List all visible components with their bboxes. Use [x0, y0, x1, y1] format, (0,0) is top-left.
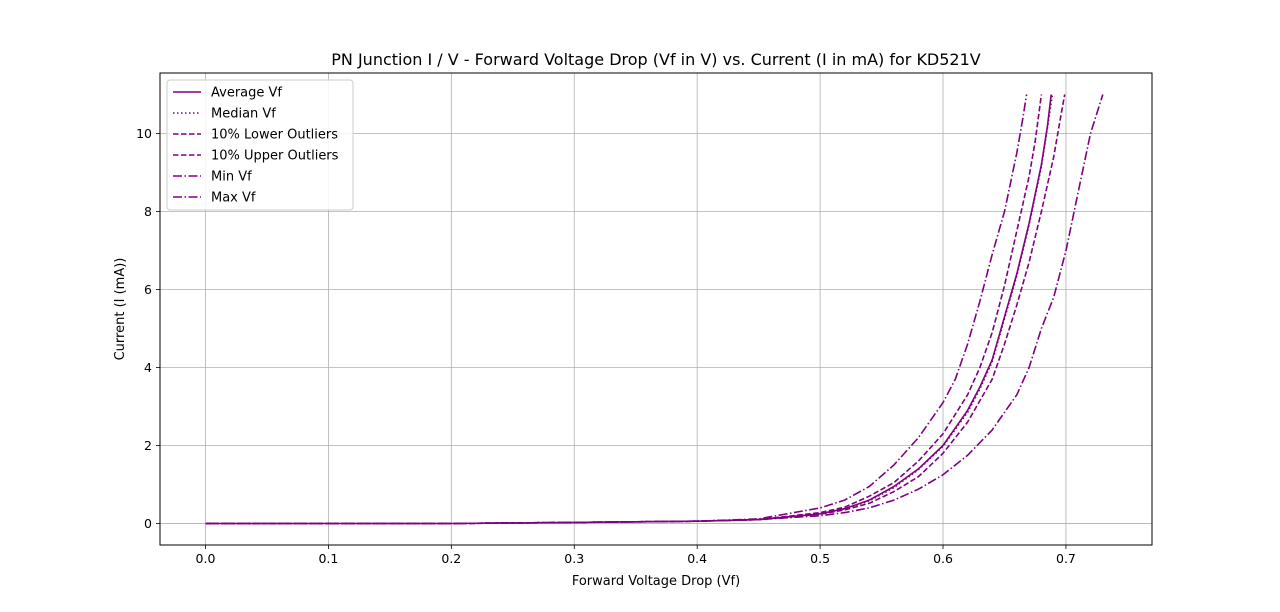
x-tick-label: 0.3 — [564, 551, 584, 566]
legend-label-max-vf: Max Vf — [211, 191, 256, 206]
x-tick-label: 0.0 — [196, 551, 216, 566]
y-tick-label: 2 — [144, 438, 152, 453]
series-line-max-vf — [205, 94, 1104, 525]
x-axis-label: Forward Voltage Drop (Vf) — [572, 574, 740, 589]
x-tick-label: 0.1 — [318, 551, 338, 566]
legend-label-average-vf: Average Vf — [211, 86, 282, 101]
chart-title: PN Junction I / V - Forward Voltage Drop… — [331, 50, 981, 69]
y-axis-ticks: 0 2 4 6 8 10 — [136, 126, 160, 531]
legend-label-min-vf: Min Vf — [211, 170, 252, 185]
y-tick-label: 8 — [144, 204, 152, 219]
y-tick-label: 0 — [144, 516, 152, 531]
series-line-median-vf — [205, 94, 1054, 525]
legend-box — [166, 79, 354, 211]
legend-label-median-vf: Median Vf — [211, 107, 276, 122]
x-tick-label: 0.6 — [933, 551, 953, 566]
x-tick-label: 0.7 — [1056, 551, 1076, 566]
plot-frame — [159, 72, 1153, 546]
legend-label-10-lower-outliers: 10% Lower Outliers — [211, 128, 338, 143]
x-tick-label: 0.4 — [687, 551, 707, 566]
x-axis-ticks: 0.0 0.1 0.2 0.3 0.4 0.5 0.6 0.7 — [196, 545, 1076, 566]
legend-label-10-upper-outliers: 10% Upper Outliers — [211, 149, 339, 164]
y-axis-label: Current (I (mA)) — [113, 258, 128, 361]
legend: Average Vf Median Vf 10% Lower Outliers 10%… — [166, 79, 354, 211]
x-tick-label: 0.2 — [441, 551, 461, 566]
y-tick-label: 10 — [136, 126, 152, 141]
series-group — [205, 94, 1104, 525]
y-tick-label: 6 — [144, 282, 152, 297]
y-tick-label: 4 — [144, 360, 152, 375]
x-tick-label: 0.5 — [810, 551, 830, 566]
